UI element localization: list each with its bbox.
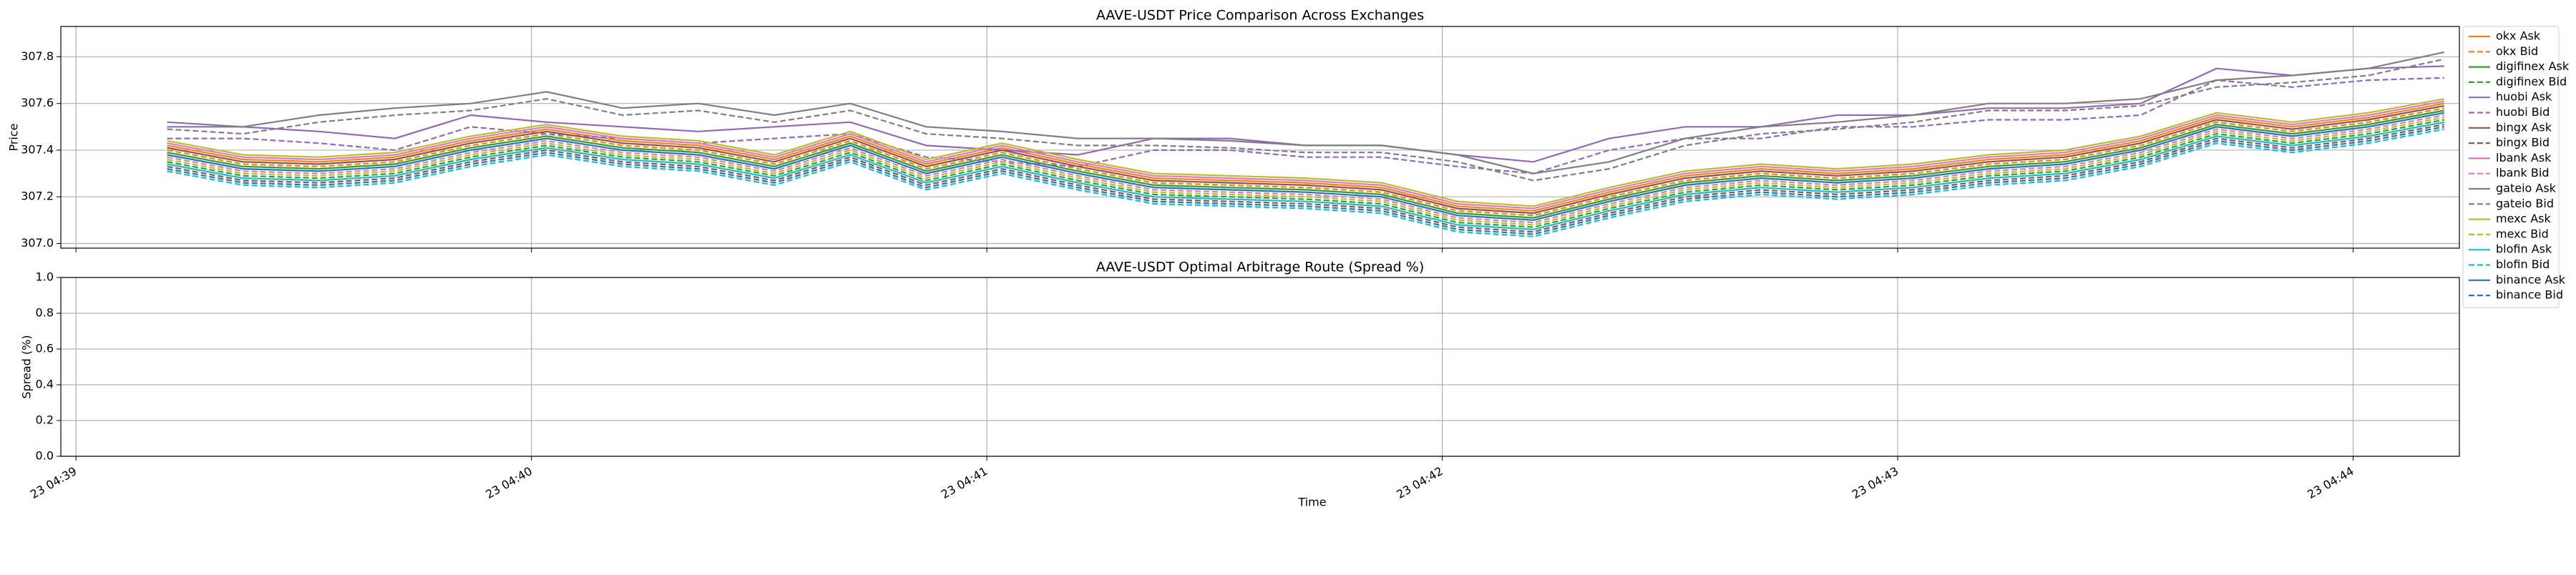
legend-label: digifinex Bid <box>2496 74 2567 88</box>
top-title: AAVE-USDT Price Comparison Across Exchan… <box>1096 8 1424 24</box>
legend-label: mexc Bid <box>2496 227 2549 240</box>
series-line <box>167 124 2444 233</box>
legend-label: gateio Ask <box>2496 182 2557 195</box>
series-line <box>167 58 2445 182</box>
plot-frame <box>60 26 2460 249</box>
plot-frame <box>60 277 2460 457</box>
legend-label: bingx Bid <box>2496 136 2550 149</box>
legend-label: lbank Bid <box>2496 166 2549 180</box>
legend-label: mexc Ask <box>2496 212 2552 225</box>
series-line <box>167 102 2444 212</box>
legend-label: lbank Ask <box>2496 151 2552 164</box>
series-line <box>167 77 2444 175</box>
legend-label: huobi Ask <box>2496 90 2552 104</box>
series-line <box>167 119 2444 228</box>
series-line <box>167 100 2444 210</box>
series-line <box>167 98 2444 207</box>
y-tick-label: 307.4 <box>21 142 54 156</box>
legend-label: okx Ask <box>2496 29 2541 43</box>
y-tick-label: 307.0 <box>21 236 54 250</box>
legend-label: bingx Ask <box>2496 120 2552 134</box>
y-tick-label: 0.2 <box>36 413 54 427</box>
y-tick-label: 0.6 <box>36 342 54 355</box>
series-line <box>167 51 2445 175</box>
bottom-title: AAVE-USDT Optimal Arbitrage Route (Sprea… <box>1096 260 1425 275</box>
series-line <box>167 109 2444 219</box>
y-tick-label: 307.8 <box>21 49 54 63</box>
top-y-label: Price <box>7 123 21 151</box>
y-tick-label: 0.8 <box>36 306 54 320</box>
x-label: Time <box>1297 496 1326 509</box>
series-line <box>167 128 2444 237</box>
series-line <box>167 104 2444 215</box>
series-line <box>167 121 2444 231</box>
series-line <box>167 126 2444 235</box>
legend-label: blofin Bid <box>2496 257 2550 271</box>
series-line <box>167 114 2444 224</box>
legend-label: binance Bid <box>2496 288 2563 302</box>
series-line <box>167 117 2444 226</box>
y-tick-label: 0.0 <box>36 449 54 463</box>
y-tick-label: 307.6 <box>21 96 54 109</box>
legend-label: huobi Bid <box>2496 105 2550 119</box>
y-tick-label: 1.0 <box>36 270 54 284</box>
series-line <box>167 112 2444 221</box>
legend-label: gateio Bid <box>2496 197 2554 210</box>
y-tick-label: 0.4 <box>36 378 54 391</box>
legend-label: digifinex Ask <box>2496 59 2570 73</box>
bottom-y-label: Spread (%) <box>20 335 34 398</box>
legend-label: blofin Ask <box>2496 242 2552 256</box>
legend-label: binance Ask <box>2496 272 2566 286</box>
series-line <box>167 107 2444 217</box>
y-tick-label: 307.2 <box>21 190 54 203</box>
legend-label: okx Bid <box>2496 44 2538 58</box>
